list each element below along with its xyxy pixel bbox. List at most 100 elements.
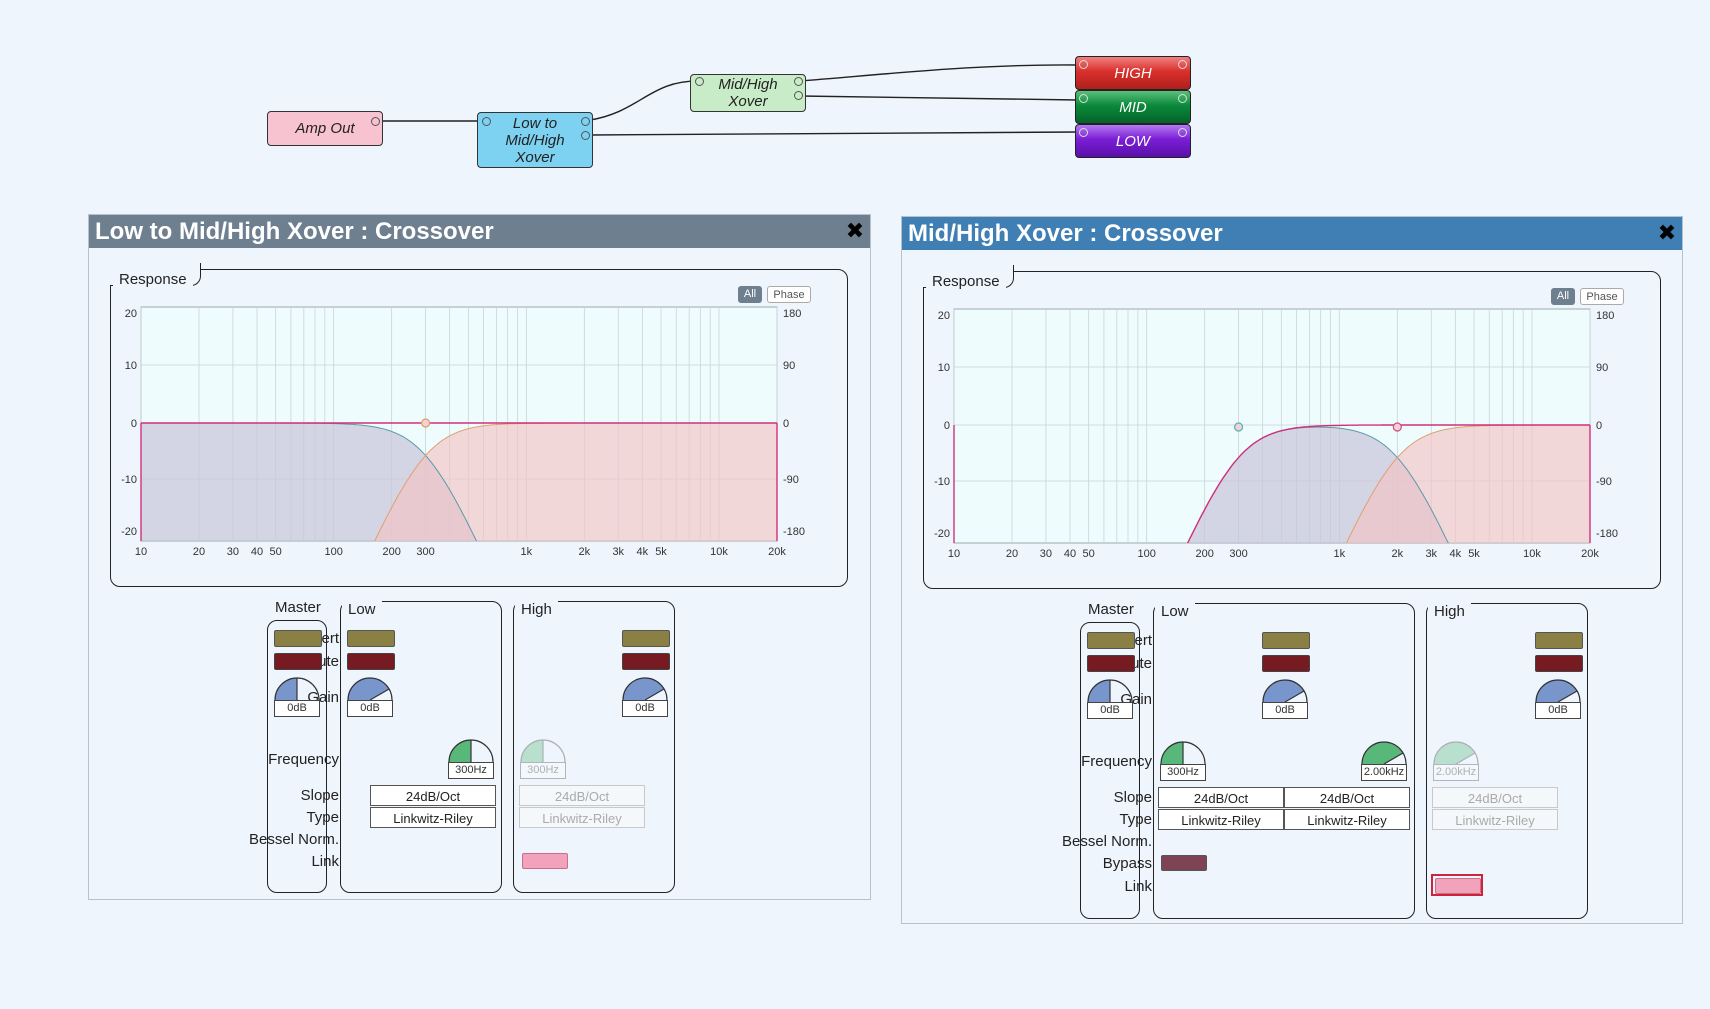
frequency-label: Frequency: [1081, 753, 1152, 770]
high-band-area: [1346, 425, 1590, 543]
node-mid-output[interactable]: MID: [1075, 90, 1191, 124]
x-tick-label: 20: [193, 546, 205, 558]
x-tick-label: 2k: [1392, 548, 1404, 560]
response-tab[interactable]: Response: [113, 271, 193, 289]
master-mute-button[interactable]: [1087, 655, 1135, 672]
node-high-output[interactable]: HIGH: [1075, 56, 1191, 90]
output-port[interactable]: [371, 117, 380, 126]
low-frequency-knob[interactable]: 300Hz: [446, 735, 496, 779]
response-tab[interactable]: Response: [926, 273, 1006, 291]
high-gain-knob[interactable]: 0dB: [1533, 675, 1583, 719]
low-type-b-field[interactable]: Linkwitz-Riley: [1284, 809, 1410, 830]
low-section: [340, 601, 502, 893]
input-port[interactable]: [695, 77, 704, 86]
x-tick-label: 50: [1083, 548, 1095, 560]
high-tab: High: [515, 601, 558, 619]
low-frequency-a-knob[interactable]: 300Hz: [1158, 737, 1208, 781]
node-mid-label: MID: [1119, 98, 1147, 116]
x-tick-label: 10: [948, 548, 960, 560]
x-tick-label: 10: [135, 546, 147, 558]
crossover-window-1: Low to Mid/High Xover : Crossover ✖ Resp…: [88, 214, 871, 900]
high-type-field: Linkwitz-Riley: [1432, 809, 1558, 830]
input-port[interactable]: [1079, 60, 1088, 69]
close-icon[interactable]: ✖: [1657, 220, 1677, 245]
low-frequency-value: 300Hz: [448, 762, 494, 779]
phase-button[interactable]: Phase: [767, 286, 811, 303]
all-button[interactable]: All: [738, 286, 762, 303]
y-tick-label-right: -180: [783, 526, 805, 538]
y-tick-label-right: 0: [783, 418, 789, 430]
low-tab: Low: [1155, 603, 1195, 621]
low-gain-knob[interactable]: 0dB: [1260, 675, 1310, 719]
node-low-mid-high-xover[interactable]: Low to Mid/High Xover: [477, 112, 593, 168]
master-gain-knob[interactable]: 0dB: [1085, 675, 1135, 719]
high-mute-button[interactable]: [622, 653, 670, 670]
input-port[interactable]: [1079, 128, 1088, 137]
low-invert-button[interactable]: [347, 630, 395, 647]
high-band-curve: [1345, 424, 1590, 543]
output-port[interactable]: [1178, 60, 1187, 69]
low-slope-a-field[interactable]: 24dB/Oct: [1158, 787, 1284, 808]
master-invert-button[interactable]: [274, 630, 322, 647]
output-port-high[interactable]: [794, 77, 803, 86]
low-gain-value: 0dB: [347, 700, 393, 717]
high-invert-button[interactable]: [1535, 632, 1583, 649]
x-tick-label: 5k: [1468, 548, 1480, 560]
node-amp-out[interactable]: Amp Out: [267, 111, 383, 146]
input-port[interactable]: [482, 117, 491, 126]
low-section: [1153, 603, 1415, 919]
close-icon[interactable]: ✖: [845, 218, 865, 243]
low-invert-button[interactable]: [1262, 632, 1310, 649]
x-tick-label: 10k: [1523, 548, 1541, 560]
graph-wires: [378, 64, 1079, 136]
low-mute-button[interactable]: [1262, 655, 1310, 672]
x-tick-label: 3k: [612, 546, 624, 558]
high-gain-value: 0dB: [622, 700, 668, 717]
input-port[interactable]: [1079, 94, 1088, 103]
output-port-low[interactable]: [794, 91, 803, 100]
low-gain-value: 0dB: [1262, 702, 1308, 719]
high-link-button[interactable]: [522, 853, 568, 869]
bessel-label: Bessel Norm.: [1061, 833, 1152, 850]
output-port[interactable]: [1178, 94, 1187, 103]
low-type-field[interactable]: Linkwitz-Riley: [370, 807, 496, 828]
crossover-point-handle: [1392, 422, 1402, 432]
output-port-low[interactable]: [581, 131, 590, 140]
low-mute-button[interactable]: [347, 653, 395, 670]
master-mute-button[interactable]: [274, 653, 322, 670]
low-slope-b-field[interactable]: 24dB/Oct: [1284, 787, 1410, 808]
high-mute-button[interactable]: [1535, 655, 1583, 672]
node-low-label: LOW: [1115, 132, 1151, 150]
high-link-button[interactable]: [1435, 878, 1481, 894]
y-tick-label-right: 180: [1596, 310, 1614, 322]
low-type-a-field[interactable]: Linkwitz-Riley: [1158, 809, 1284, 830]
high-section: [513, 601, 675, 893]
high-band-area: [374, 423, 777, 541]
node-mid-high-xover[interactable]: Mid/High Xover: [690, 74, 806, 112]
low-gain-knob[interactable]: 0dB: [345, 673, 395, 717]
output-port-high[interactable]: [581, 117, 590, 126]
master-gain-knob[interactable]: 0dB: [272, 673, 322, 717]
response-panel: [923, 271, 1661, 589]
high-invert-button[interactable]: [622, 630, 670, 647]
x-tick-label: 30: [1040, 548, 1052, 560]
master-tab: Master: [269, 599, 327, 617]
sum-curve: [1186, 424, 1590, 543]
output-port[interactable]: [1178, 128, 1187, 137]
all-button[interactable]: All: [1551, 288, 1575, 305]
master-invert-button[interactable]: [1087, 632, 1135, 649]
low-bypass-button[interactable]: [1161, 855, 1207, 871]
x-tick-label: 200: [382, 546, 400, 558]
x-tick-label: 100: [1137, 548, 1155, 560]
high-gain-knob[interactable]: 0dB: [620, 673, 670, 717]
low-frequency-b-knob[interactable]: 2.00kHz: [1359, 737, 1409, 781]
type-label: Type: [306, 809, 339, 826]
node-low-output[interactable]: LOW: [1075, 124, 1191, 158]
x-tick-label: 50: [270, 546, 282, 558]
x-tick-label: 5k: [655, 546, 667, 558]
phase-button[interactable]: Phase: [1580, 288, 1624, 305]
link-focus-outline: [1431, 874, 1483, 896]
low-slope-field[interactable]: 24dB/Oct: [370, 785, 496, 806]
